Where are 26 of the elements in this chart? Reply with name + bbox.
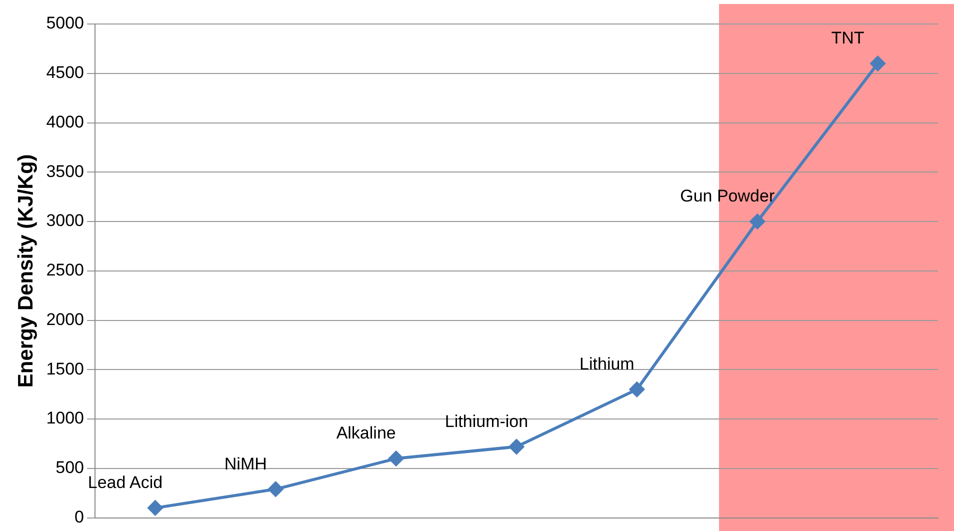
y-tick-label: 0 <box>74 507 84 526</box>
x-tick-label: Lead Acid <box>88 473 163 492</box>
point <box>388 451 404 466</box>
x-tick-label: Lithium-ion <box>444 412 528 431</box>
x-tick-label: TNT <box>831 28 864 48</box>
y-tick-label: 1500 <box>46 359 84 378</box>
point <box>148 500 163 516</box>
x-tick-label: Gun Powder <box>680 186 775 206</box>
y-tick-label: 2500 <box>46 260 84 280</box>
point <box>268 482 284 497</box>
x-tick-label: NiMH <box>224 454 267 474</box>
point <box>870 56 886 72</box>
y-axis-title: Energy Density (KJ/Kg) <box>14 154 38 388</box>
x-tick-label: Lithium <box>580 354 634 374</box>
y-tick-label: 4500 <box>46 63 84 82</box>
y-tick-label: 500 <box>56 458 84 478</box>
y-tick-label: 2000 <box>46 310 84 329</box>
point <box>629 382 644 397</box>
x-tick-label: Alkaline <box>336 424 396 443</box>
point <box>750 214 765 230</box>
y-tick-label: 1000 <box>46 408 84 428</box>
y-tick-label: 3000 <box>46 211 84 230</box>
y-tick-label: 5000 <box>46 14 84 33</box>
y-tick-label: 3500 <box>46 162 84 181</box>
y-tick-label: 4000 <box>46 112 84 132</box>
point <box>509 439 524 454</box>
